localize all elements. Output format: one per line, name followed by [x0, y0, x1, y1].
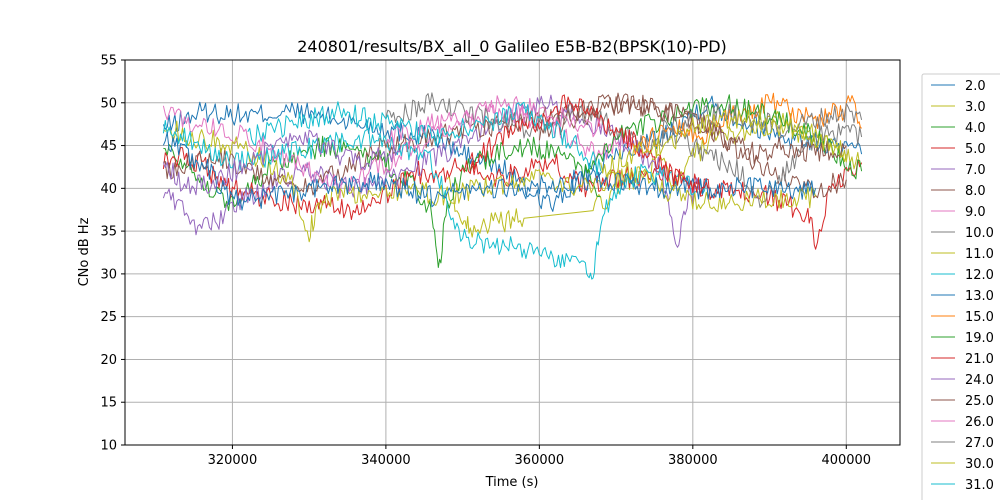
series-line-26.0 [385, 95, 602, 145]
x-axis: 320000 340000 360000 380000 400000 [208, 445, 871, 468]
plot-frame [124, 59, 901, 446]
x-tick-label: 340000 [361, 453, 411, 468]
legend-label: 24.0 [965, 373, 994, 388]
y-tick-label: 25 [100, 310, 117, 325]
legend-label: 25.0 [965, 394, 994, 409]
legend: 2.0 3.0 4.0 5.0 7.0 8.0 9.0 10.0 11.0 12.0 13.0 15.… [921, 73, 1000, 500]
series-line-5.0 [162, 147, 863, 250]
legend-label: 9.0 [965, 205, 986, 220]
y-tick-label: 30 [100, 267, 117, 282]
legend-label: 2.0 [965, 79, 986, 94]
series-line-25.0 [538, 93, 847, 165]
legend-label: 7.0 [965, 163, 986, 178]
series-line-8.0 [163, 92, 847, 199]
legend-label: 4.0 [965, 121, 986, 136]
y-tick-label: 20 [100, 353, 117, 368]
y-axis-label: CNo dB Hz [77, 217, 92, 286]
series-line-2.0 [162, 95, 863, 212]
legend-frame [921, 73, 1000, 500]
x-tick-label: 360000 [515, 453, 565, 468]
legend-label: 11.0 [965, 247, 994, 262]
legend-label: 15.0 [965, 310, 994, 325]
series-group [162, 92, 863, 280]
series-line-9.0 [162, 103, 632, 199]
chart-title: 240801/results/BX_all_0 Galileo E5B-B2(B… [297, 37, 727, 57]
legend-label: 19.0 [965, 331, 994, 346]
series-line-30.0 [600, 109, 847, 178]
y-tick-label: 50 [100, 96, 117, 111]
y-tick-label: 55 [100, 54, 117, 69]
legend-label: 13.0 [965, 289, 994, 304]
legend-label: 5.0 [965, 142, 986, 157]
legend-label: 3.0 [965, 100, 986, 115]
series-line-24.0 [162, 129, 402, 196]
legend-label: 21.0 [965, 352, 994, 367]
x-axis-label: Time (s) [485, 475, 539, 490]
y-tick-label: 10 [100, 439, 117, 454]
y-tick-label: 15 [100, 396, 117, 411]
x-tick-label: 400000 [821, 453, 871, 468]
legend-label: 31.0 [965, 478, 994, 493]
series-line-31.0 [247, 101, 602, 176]
series-line-12.0 [162, 120, 709, 280]
legend-label: 27.0 [965, 436, 994, 451]
y-axis: 10 15 20 25 30 35 40 45 50 55 [100, 54, 125, 454]
legend-label: 30.0 [965, 457, 994, 472]
x-tick-label: 320000 [208, 453, 258, 468]
legend-label: 8.0 [965, 184, 986, 199]
y-tick-label: 40 [100, 182, 117, 197]
legend-label: 10.0 [965, 226, 994, 241]
x-tick-label: 380000 [668, 453, 718, 468]
legend-label: 26.0 [965, 415, 994, 430]
series-line-11.0 [163, 120, 817, 243]
y-tick-label: 35 [100, 225, 117, 240]
y-tick-label: 45 [100, 139, 117, 154]
legend-label: 12.0 [965, 268, 994, 283]
